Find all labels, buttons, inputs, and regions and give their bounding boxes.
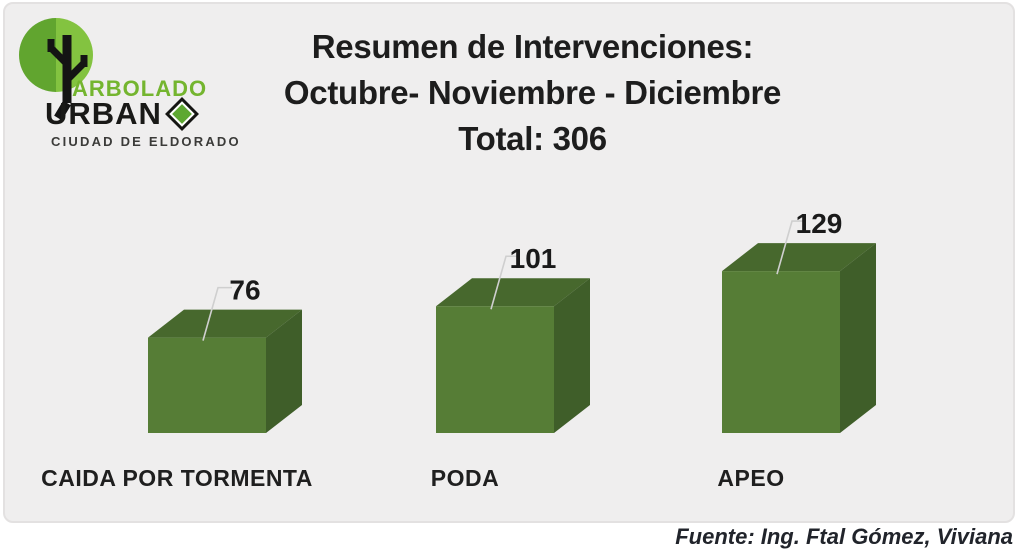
tree-icon bbox=[47, 35, 88, 121]
chart-title-line1: Resumen de Intervenciones: bbox=[311, 28, 754, 65]
bar-front-face bbox=[436, 306, 554, 433]
chart-title-line2: Octubre- Noviembre - Diciembre bbox=[283, 74, 782, 111]
bar-top-face bbox=[436, 278, 590, 307]
bar-top-face bbox=[722, 243, 876, 272]
bar-chart: 76 CAIDA POR TORMENTA 101 PODA 129 APEO bbox=[41, 208, 876, 491]
value-label: 76 bbox=[229, 275, 260, 306]
category-label: CAIDA POR TORMENTA bbox=[41, 465, 313, 491]
leader-line bbox=[490, 255, 520, 310]
value-label: 101 bbox=[510, 243, 557, 274]
value-label: 129 bbox=[796, 208, 843, 239]
logo-urban-row: URBAN bbox=[45, 96, 199, 132]
chart-title: Resumen de Intervenciones: Octubre- Novi… bbox=[240, 24, 825, 162]
chart-panel: ARBOLADO URBAN CIUDAD DE ELDORADO Resume… bbox=[3, 2, 1015, 523]
category-label: PODA bbox=[431, 465, 499, 491]
bar-side-face bbox=[554, 278, 590, 433]
bar-front-face bbox=[148, 337, 266, 433]
bar-side-face bbox=[266, 309, 302, 433]
bar-top-face bbox=[148, 309, 302, 338]
leader-line bbox=[202, 286, 232, 341]
leader-line bbox=[776, 220, 806, 275]
logo-text-urban: URBAN bbox=[45, 96, 162, 131]
logo-text-ciudad: CIUDAD DE ELDORADO bbox=[51, 134, 241, 149]
bar-front-face bbox=[722, 271, 840, 433]
chart-title-line3: Total: 306 bbox=[458, 120, 607, 157]
bar-side-face bbox=[840, 243, 876, 433]
logo: ARBOLADO URBAN CIUDAD DE ELDORADO bbox=[17, 10, 239, 160]
logo-text-arbolado: ARBOLADO bbox=[72, 76, 208, 101]
source-caption: Fuente: Ing. Ftal Gómez, Viviana bbox=[675, 524, 1013, 549]
category-label: APEO bbox=[717, 465, 784, 491]
